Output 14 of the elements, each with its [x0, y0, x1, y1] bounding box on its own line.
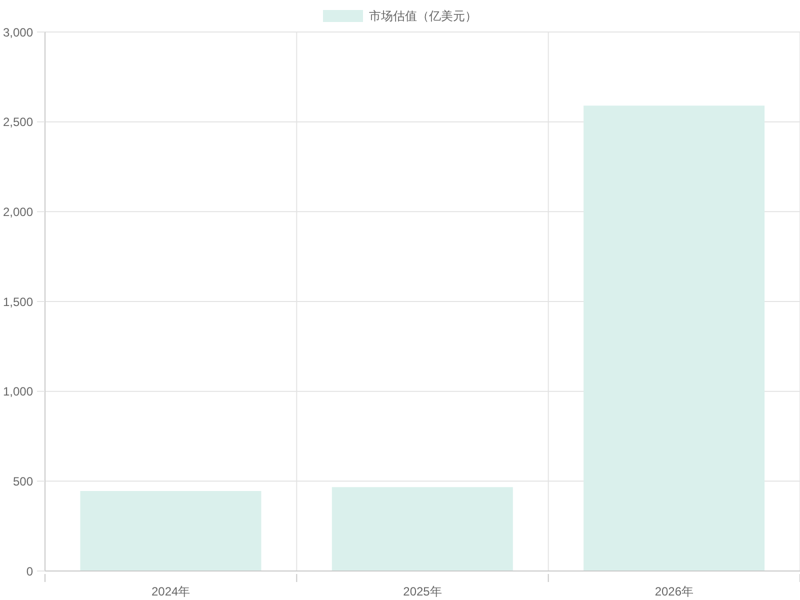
- y-tick-label: 0: [26, 564, 34, 578]
- bar: [584, 106, 765, 571]
- x-tick-label: 2024年: [151, 584, 190, 599]
- bar: [80, 491, 262, 571]
- y-tick-label: 1,500: [2, 294, 34, 309]
- x-tick-label: 2025年: [403, 584, 442, 599]
- y-tick-label: 2,500: [2, 115, 34, 130]
- bar: [332, 487, 513, 571]
- y-tick-label: 3,000: [2, 25, 34, 40]
- x-tick-label: 2026年: [654, 584, 694, 599]
- y-tick-label: 1,000: [2, 384, 34, 399]
- y-tick-label: 500: [12, 474, 34, 488]
- y-tick-label: 2,000: [2, 204, 34, 219]
- legend-label: 市场估值（亿美元）: [369, 8, 477, 24]
